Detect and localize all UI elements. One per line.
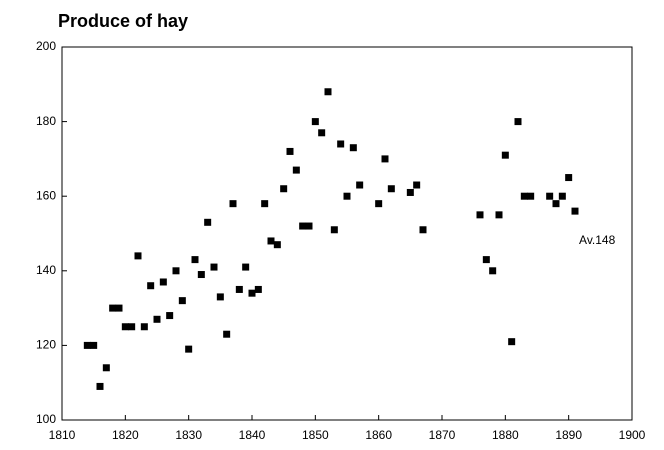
- y-tick-label: 140: [36, 263, 56, 277]
- point: [546, 192, 554, 200]
- x-tick-label: 1860: [365, 428, 392, 442]
- point: [235, 285, 243, 293]
- point: [210, 263, 218, 271]
- point: [166, 312, 174, 320]
- point: [413, 181, 421, 189]
- point: [229, 200, 237, 208]
- point: [134, 252, 142, 260]
- point: [204, 218, 212, 226]
- point: [318, 129, 326, 137]
- y-tick-label: 100: [36, 412, 56, 426]
- point: [419, 226, 427, 234]
- point: [115, 304, 123, 312]
- point: [261, 200, 269, 208]
- point: [273, 241, 281, 249]
- point: [242, 263, 250, 271]
- x-tick-label: 1830: [175, 428, 202, 442]
- x-tick-label: 1810: [49, 428, 76, 442]
- point: [349, 144, 357, 152]
- point: [508, 338, 516, 346]
- plot-frame: [61, 46, 633, 421]
- point: [90, 341, 98, 349]
- x-tick-label: 1840: [239, 428, 266, 442]
- point: [381, 155, 389, 163]
- point: [558, 192, 566, 200]
- x-tick-label: 1870: [429, 428, 456, 442]
- annotation: Av.148: [579, 233, 616, 247]
- point: [330, 226, 338, 234]
- point: [375, 200, 383, 208]
- point: [102, 364, 110, 372]
- point: [254, 285, 262, 293]
- point: [311, 118, 319, 126]
- point: [565, 174, 573, 182]
- point: [140, 323, 148, 331]
- point: [128, 323, 136, 331]
- x-tick-label: 1890: [555, 428, 582, 442]
- x-tick-label: 1900: [619, 428, 646, 442]
- point: [248, 289, 256, 297]
- point: [520, 192, 528, 200]
- point: [286, 147, 294, 155]
- point: [476, 211, 484, 219]
- point: [267, 237, 275, 245]
- point: [501, 151, 509, 159]
- point: [337, 140, 345, 148]
- point: [292, 166, 300, 174]
- point: [172, 267, 180, 275]
- point: [178, 297, 186, 305]
- point: [147, 282, 155, 290]
- point: [387, 185, 395, 193]
- point: [527, 192, 535, 200]
- point: [109, 304, 117, 312]
- y-tick-label: 120: [36, 338, 56, 352]
- point: [197, 271, 205, 279]
- point: [356, 181, 364, 189]
- point: [153, 315, 161, 323]
- x-tick-label: 1850: [302, 428, 329, 442]
- point: [514, 118, 522, 126]
- x-tick-label: 1820: [112, 428, 139, 442]
- point: [305, 222, 313, 230]
- y-tick-label: 180: [36, 114, 56, 128]
- x-tick-label: 1880: [492, 428, 519, 442]
- point: [552, 200, 560, 208]
- point: [185, 345, 193, 353]
- point: [495, 211, 503, 219]
- point: [223, 330, 231, 338]
- point: [343, 192, 351, 200]
- point: [324, 88, 332, 96]
- point: [191, 256, 199, 264]
- point: [121, 323, 129, 331]
- point: [299, 222, 307, 230]
- point: [571, 207, 579, 215]
- chart-title: Produce of hay: [58, 11, 188, 31]
- point: [83, 341, 91, 349]
- point: [280, 185, 288, 193]
- point: [489, 267, 497, 275]
- point: [159, 278, 167, 286]
- y-tick-label: 160: [36, 188, 56, 202]
- point: [96, 382, 104, 390]
- point: [216, 293, 224, 301]
- point: [482, 256, 490, 264]
- y-tick-label: 200: [36, 39, 56, 53]
- point: [406, 188, 414, 196]
